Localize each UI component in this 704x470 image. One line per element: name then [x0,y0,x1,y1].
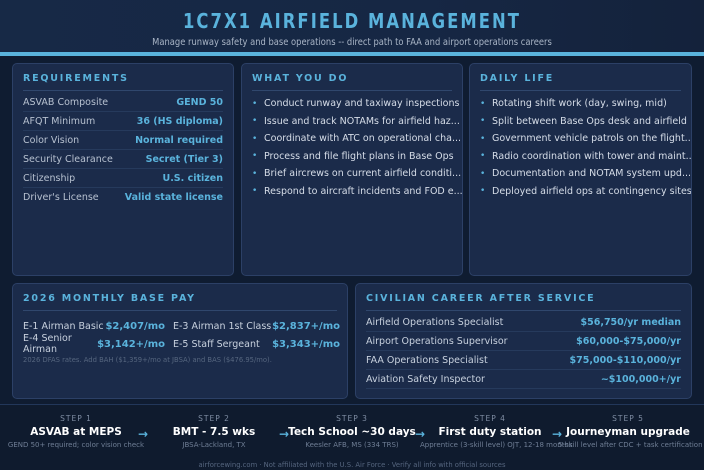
bullet-icon: • [480,151,486,162]
list-item: • Split between Base Ops desk and airfiel… [480,115,687,127]
pay-grid: E-1 Airman Basic $2,407/mo E-3 Airman 1s… [23,313,340,356]
step-4: STEP 4 First duty station Apprentice (3-… [420,414,573,449]
requirement-label: AFQT Minimum [23,115,96,127]
pay-item: E-5 Staff Sergeant $3,343+/mo [173,338,340,350]
requirement-label: Driver's License [23,192,99,203]
requirement-value: U.S. citizen [162,172,223,184]
requirement-label: Security Clearance [23,153,113,165]
arrow-right-icon: → [279,427,290,441]
arrow-right-icon: → [138,427,149,441]
what-you-do-card: WHAT YOU DO • Conduct runway and taxiway … [241,63,463,276]
bullet-icon: • [252,186,258,197]
requirement-value: GEND 50 [176,96,223,108]
career-row: Airport Operations Supervisor $60,000-$7… [366,332,681,351]
bullet-icon: • [252,98,258,109]
step-5: STEP 5 Journeyman upgrade 5-skill level … [558,414,703,449]
requirement-row: Security Clearance Secret (Tier 3) [23,150,223,169]
requirement-row: Driver's License Valid state license [23,188,223,207]
bullet-icon: • [480,133,486,144]
career-row: FAA Operations Specialist $75,000-$110,0… [366,351,681,370]
list-item: • Rotating shift work (day, swing, mid) [480,98,667,110]
civilian-career-title: CIVILIAN CAREER AFTER SERVICE [366,284,681,311]
duties-list: • Conduct runway and taxiway inspections … [252,93,463,200]
career-steps-bar: STEP 1 ASVAB at MEPS GEND 50+ required; … [0,404,704,470]
pay-item: E-1 Airman Basic $2,407/mo [23,320,165,332]
bullet-icon: • [252,168,258,179]
bullet-icon: • [480,168,486,179]
arrow-right-icon: → [552,427,563,441]
daily-life-card: DAILY LIFE • Rotating shift work (day, sw… [469,63,692,276]
requirement-label: Citizenship [23,172,76,184]
list-item: • Radio coordination with tower and maint… [480,150,692,162]
bullet-icon: • [480,186,486,197]
header-accent-divider [0,52,704,56]
list-item: • Conduct runway and taxiway inspections [252,98,460,110]
requirement-value: 36 (HS diploma) [136,115,223,127]
footer-disclaimer: airforcewing.com · Not affiliated with t… [198,461,506,469]
page-subtitle: Manage runway safety and base operations… [152,37,552,48]
bullet-icon: • [480,98,486,109]
list-item: • Respond to aircraft incidents and FOD e… [252,185,463,197]
list-item: • Issue and track NOTAMs for airfield haz… [252,115,460,127]
bullet-icon: • [480,116,486,127]
bullet-icon: • [252,116,258,127]
requirement-row: Citizenship U.S. citizen [23,169,223,188]
bullet-icon: • [252,133,258,144]
career-row: Airfield Operations Specialist $56,750/y… [366,313,681,332]
base-pay-title: 2026 MONTHLY BASE PAY [23,284,337,311]
requirement-value: Secret (Tier 3) [145,153,223,165]
requirement-label: Color Vision [23,134,80,146]
requirement-label: ASVAB Composite [23,96,109,108]
pay-item: E-3 Airman 1st Class $2,837+/mo [173,320,340,332]
list-item: • Coordinate with ATC on operational cha.… [252,133,462,145]
step-2: STEP 2 BMT - 7.5 wks JBSA-Lackland, TX [172,414,256,449]
pay-item: E-4 Senior Airman $3,142+/mo [23,333,165,355]
list-item: • Government vehicle patrols on the fligh… [480,133,692,145]
daily-life-title: DAILY LIFE [480,64,681,91]
daily-life-list: • Rotating shift work (day, swing, mid) •… [480,93,692,200]
requirement-row: Color Vision Normal required [23,131,223,150]
list-item: • Deployed airfield ops at contingency si… [480,185,692,197]
step-1: STEP 1 ASVAB at MEPS GEND 50+ required; … [7,414,145,449]
requirements-card: REQUIREMENTS ASVAB Composite GEND 50 AFQ… [12,63,234,276]
page-title: 1C7X1 AIRFIELD MANAGEMENT [182,9,522,33]
career-row: Aviation Safety Inspector ~$100,000+/yr [366,370,681,389]
page-header: 1C7X1 AIRFIELD MANAGEMENT Manage runway … [0,0,704,52]
requirement-row: AFQT Minimum 36 (HS diploma) [23,112,223,131]
requirement-value: Valid state license [124,192,223,203]
list-item: • Process and file flight plans in Base O… [252,150,454,162]
requirement-value: Normal required [135,134,223,146]
pay-footnote: 2026 DFAS rates. Add BAH ($1,359+/mo at … [23,356,272,364]
requirements-title: REQUIREMENTS [23,64,223,91]
what-you-do-title: WHAT YOU DO [252,64,452,91]
base-pay-card: 2026 MONTHLY BASE PAY E-1 Airman Basic $… [12,283,348,399]
list-item: • Brief aircrews on current airfield cond… [252,168,462,180]
arrow-right-icon: → [415,427,426,441]
requirement-row: ASVAB Composite GEND 50 [23,93,223,112]
list-item: • Documentation and NOTAM system upd... [480,168,692,180]
bullet-icon: • [252,151,258,162]
step-3: STEP 3 Tech School ~30 days Keesler AFB,… [288,414,416,449]
civilian-career-card: CIVILIAN CAREER AFTER SERVICE Airfield O… [355,283,692,399]
